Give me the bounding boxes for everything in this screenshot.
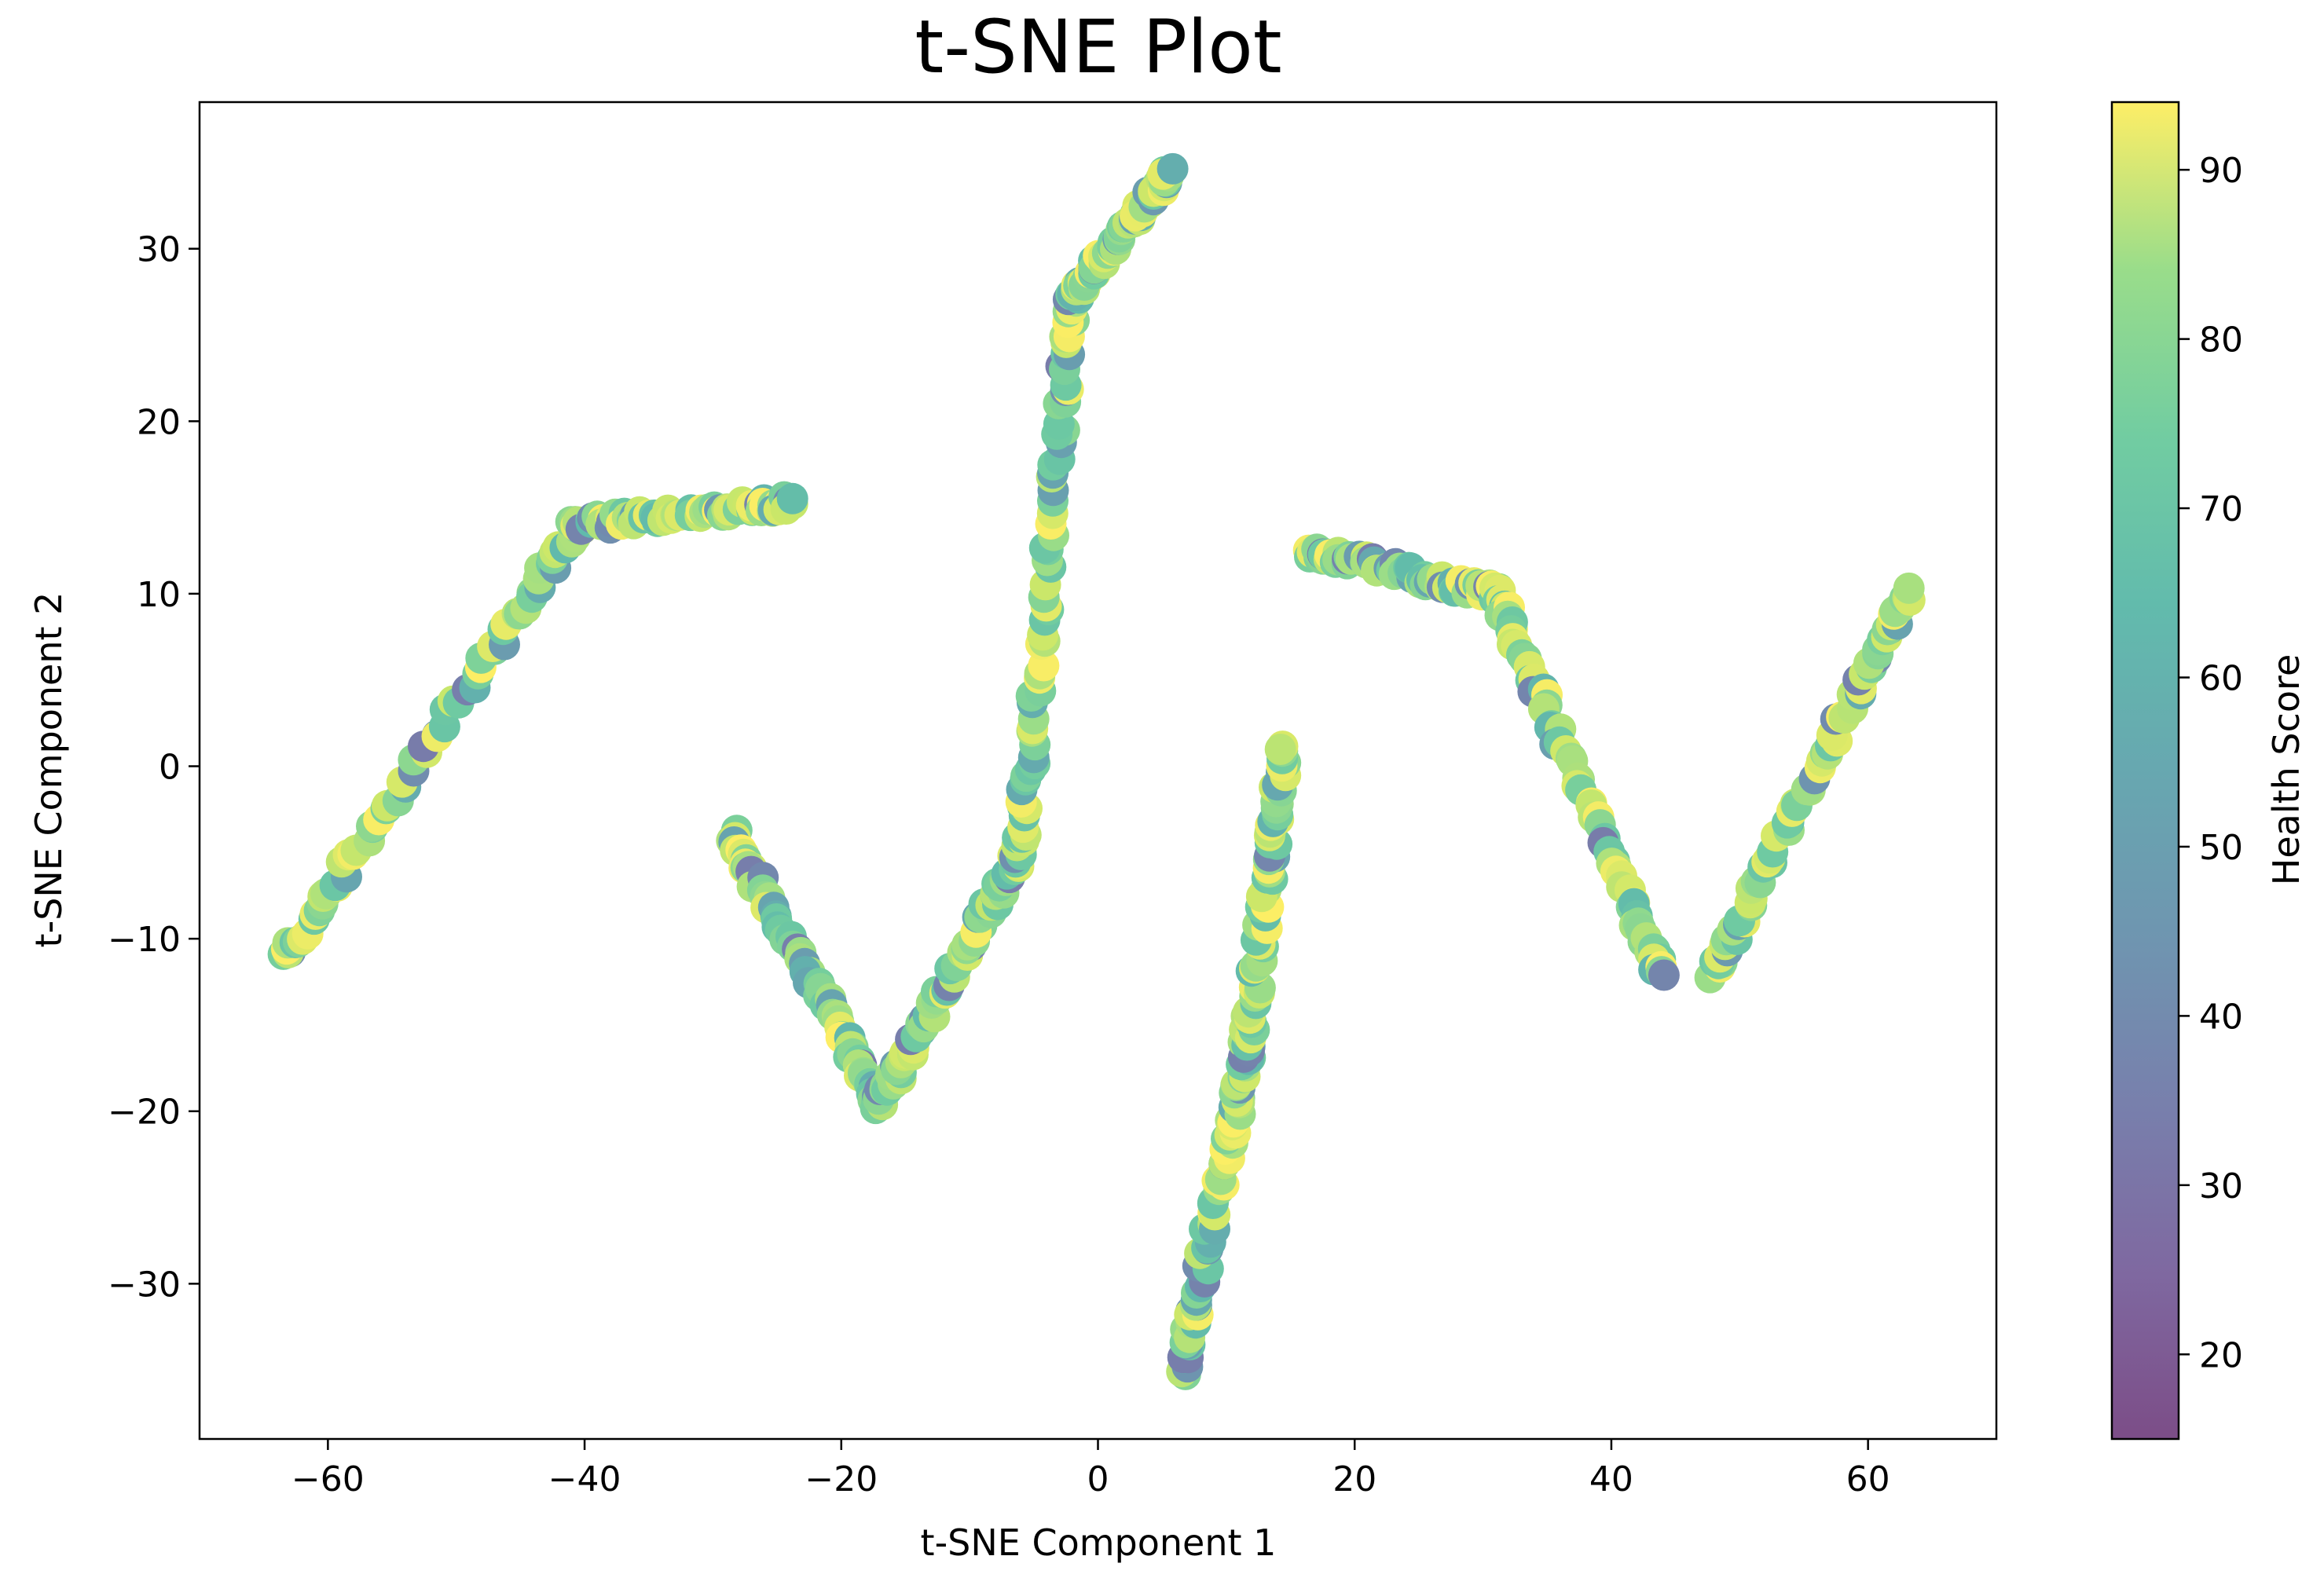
colorbar-tick-label: 20	[2199, 1335, 2243, 1375]
x-axis: −60 −40 −20 0 20 40 60	[291, 1439, 1890, 1499]
x-tick-label: −60	[291, 1459, 365, 1499]
colorbar-tick-label: 70	[2199, 489, 2243, 529]
y-tick-label: 0	[159, 748, 181, 788]
y-tick-label: −10	[108, 920, 181, 960]
x-tick-label: 0	[1087, 1459, 1109, 1499]
x-tick-label: −20	[805, 1459, 878, 1499]
x-tick-label: 60	[1846, 1459, 1890, 1499]
scatter-point	[776, 482, 808, 514]
x-tick-label: −40	[548, 1459, 621, 1499]
y-axis: −30 −20 −10 0 10 20 30	[108, 230, 200, 1305]
scatter-points	[267, 152, 1926, 1390]
colorbar-ticks: 20 30 40 50 60 70 80 90	[2179, 151, 2243, 1375]
plot-area-frame	[198, 101, 1998, 1441]
colorbar-tick-label: 40	[2199, 997, 2243, 1037]
x-axis-label: t-SNE Component 1	[921, 1521, 1277, 1564]
x-tick-label: 20	[1332, 1459, 1376, 1499]
y-tick-label: −20	[108, 1093, 181, 1133]
chart-title: t-SNE Plot	[915, 5, 1281, 90]
colorbar-label: Health Score	[2265, 654, 2308, 886]
scatter-point	[1893, 572, 1925, 604]
colorbar-tick-label: 90	[2199, 151, 2243, 191]
scatter-point	[1648, 959, 1680, 991]
colorbar-tick-label: 30	[2199, 1166, 2243, 1206]
colorbar-tick-label: 80	[2199, 320, 2243, 361]
y-tick-label: 20	[137, 402, 181, 442]
colorbar-tick-label: 50	[2199, 828, 2243, 868]
colorbar	[2112, 102, 2179, 1439]
colorbar-frame	[2110, 101, 2180, 1441]
y-axis-label: t-SNE Component 2	[27, 592, 70, 948]
scatter-point	[1157, 152, 1189, 185]
x-tick-label: 40	[1589, 1459, 1633, 1499]
colorbar-tick-label: 60	[2199, 659, 2243, 699]
y-tick-label: −30	[108, 1265, 181, 1305]
scatter-point	[1264, 734, 1296, 765]
y-tick-label: 30	[137, 230, 181, 270]
y-tick-label: 10	[137, 575, 181, 615]
